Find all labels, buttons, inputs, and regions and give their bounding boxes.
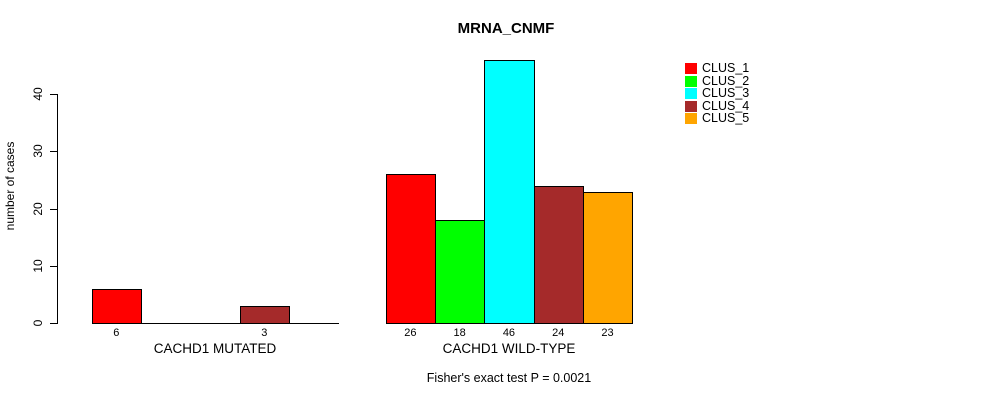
bar-clus_3 (484, 60, 535, 324)
legend-swatch-icon (685, 63, 697, 74)
legend-swatch-icon (685, 100, 697, 112)
legend-item-clus_5: CLUS_5 (685, 112, 749, 125)
y-axis-tick-label: 10 (31, 259, 45, 273)
legend-label: CLUS_4 (702, 98, 750, 113)
group-label-mutated: CACHD1 MUTATED (153, 341, 277, 356)
y-axis-tick-label: 30 (31, 144, 45, 159)
bar-value-label: 18 (453, 327, 466, 339)
legend-label: CLUS_1 (702, 61, 750, 75)
legend-label: CLUS_3 (702, 86, 750, 101)
y-axis-line (57, 94, 58, 324)
bar-clus_4 (239, 305, 290, 324)
bar-value-label: 24 (552, 327, 565, 339)
legend-item-clus_2: CLUS_2 (685, 73, 750, 88)
bar-value-label: 23 (601, 327, 614, 339)
bar-clus_2 (435, 220, 486, 324)
y-axis-tick-label: 40 (31, 87, 45, 101)
legend-swatch-icon (685, 88, 697, 100)
legend-item-clus_3: CLUS_3 (685, 87, 749, 100)
bar-clus_1 (91, 288, 142, 324)
y-axis-tick (50, 323, 57, 324)
y-axis-tick (50, 265, 57, 267)
y-axis-tick-label: 20 (31, 201, 45, 216)
bar-clus_5 (582, 191, 634, 324)
bar-value-label: 46 (502, 327, 516, 339)
legend-label: CLUS_2 (702, 73, 750, 88)
legend-swatch-icon (685, 113, 697, 125)
bar-clus_4 (533, 185, 584, 324)
y-axis-tick (50, 151, 57, 153)
legend-label: CLUS_5 (702, 111, 750, 126)
y-axis-tick (50, 94, 57, 96)
legend-item-clus_4: CLUS_4 (685, 98, 750, 113)
fisher-test-annotation: Fisher's exact test P = 0.0021 (426, 371, 592, 385)
bar-value-label: 26 (404, 327, 417, 339)
bar-value-label: 6 (113, 327, 120, 339)
bar-clus_1 (385, 174, 436, 324)
y-axis-tick-label: 0 (31, 319, 45, 327)
x-baseline (91, 323, 340, 324)
legend-item-clus_1: CLUS_1 (685, 62, 749, 75)
chart-title: MRNA_CNMF (457, 20, 555, 37)
legend-swatch-icon (685, 75, 697, 87)
bar-value-label: 3 (261, 327, 268, 339)
group-label-wildtype: CACHD1 WILD-TYPE (442, 341, 576, 356)
y-axis-tick (50, 208, 57, 210)
